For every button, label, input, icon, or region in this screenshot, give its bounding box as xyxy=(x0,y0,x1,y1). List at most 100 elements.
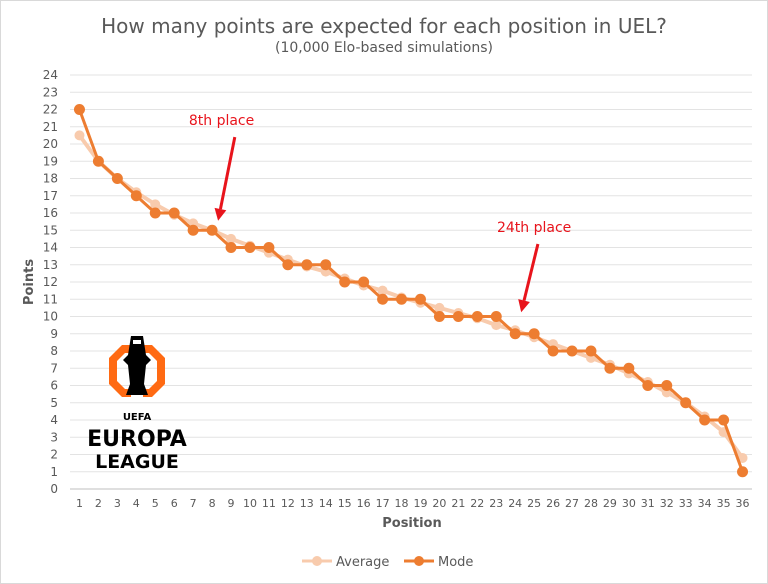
y-tick-label: 0 xyxy=(50,482,58,496)
point-mode-31 xyxy=(642,380,654,391)
point-mode-36 xyxy=(737,466,749,478)
point-mode-10 xyxy=(244,242,256,253)
x-tick-label: 16 xyxy=(357,497,371,510)
point-mode-4 xyxy=(130,190,142,202)
series-mode xyxy=(73,104,749,478)
x-tick-label: 13 xyxy=(300,497,314,510)
legend-average-label: Average xyxy=(336,555,389,570)
point-mode-24 xyxy=(509,328,521,340)
y-tick-label: 8 xyxy=(50,344,58,358)
point-average-5 xyxy=(150,199,161,210)
point-mode-18 xyxy=(396,293,408,305)
series-line-average xyxy=(77,134,745,460)
point-mode-14 xyxy=(320,259,332,271)
annotation-2: 24th place xyxy=(497,220,571,313)
x-tick-label: 30 xyxy=(622,497,636,510)
x-tick-label: 4 xyxy=(133,497,140,510)
x-tick-label: 11 xyxy=(262,497,276,510)
point-mode-27 xyxy=(566,345,578,357)
annotation-arrow-shaft xyxy=(522,243,540,301)
x-tick-label: 15 xyxy=(338,497,352,510)
y-tick-label: 17 xyxy=(43,189,58,203)
point-mode-25 xyxy=(528,328,540,340)
y-tick-label: 3 xyxy=(50,430,58,444)
x-tick-label: 2 xyxy=(95,497,102,510)
y-tick-label: 2 xyxy=(50,448,58,462)
series-line-mode xyxy=(78,108,744,473)
x-tick-label: 21 xyxy=(451,497,465,510)
y-axis-title: Points xyxy=(22,259,37,305)
y-tick-label: 13 xyxy=(43,258,58,272)
x-tick-label: 35 xyxy=(717,497,731,510)
x-tick-label: 27 xyxy=(565,497,579,510)
annotation-1: 8th place xyxy=(189,113,254,221)
x-tick-label: 31 xyxy=(641,497,655,510)
annotation-label: 24th place xyxy=(497,220,571,236)
annotation-arrow-shaft xyxy=(218,136,237,210)
point-mode-33 xyxy=(680,397,692,409)
point-mode-19 xyxy=(414,293,426,305)
point-mode-23 xyxy=(490,311,502,322)
point-mode-29 xyxy=(604,362,616,374)
x-tick-label: 8 xyxy=(209,497,216,510)
y-tick-label: 14 xyxy=(43,241,58,255)
annotations-layer: 8th place 24th place xyxy=(189,113,571,313)
annotation-label: 8th place xyxy=(189,113,254,129)
trophy-icon xyxy=(109,336,165,397)
legend-average-marker xyxy=(312,556,322,566)
x-tick-label: 33 xyxy=(679,497,693,510)
point-mode-5 xyxy=(149,207,161,219)
y-tick-label: 22 xyxy=(43,103,58,117)
x-tick-label: 36 xyxy=(736,497,750,510)
y-tick-label: 5 xyxy=(50,396,58,410)
x-tick-label: 6 xyxy=(171,497,178,510)
y-tick-label: 15 xyxy=(43,223,58,237)
y-tick-label: 1 xyxy=(50,465,58,479)
x-tick-label: 7 xyxy=(190,497,197,510)
y-tick-label: 4 xyxy=(50,413,58,427)
y-tick-label: 19 xyxy=(43,154,58,168)
logo-uefa: UEFA xyxy=(123,412,152,423)
x-tick-label: 20 xyxy=(432,497,446,510)
chart-title: How many points are expected for each po… xyxy=(101,14,667,38)
x-tick-label: 12 xyxy=(281,497,295,510)
point-mode-8 xyxy=(206,224,218,236)
x-tick-label: 34 xyxy=(698,497,712,510)
y-tick-label: 21 xyxy=(43,120,58,134)
y-tick-label: 12 xyxy=(43,275,58,289)
point-mode-30 xyxy=(623,362,635,374)
point-mode-11 xyxy=(263,242,275,253)
point-mode-22 xyxy=(471,311,483,322)
x-tick-label: 14 xyxy=(319,497,333,510)
point-mode-3 xyxy=(111,173,123,184)
point-mode-15 xyxy=(339,276,351,288)
y-tick-label: 18 xyxy=(43,172,58,186)
x-tick-label: 25 xyxy=(527,497,541,510)
point-mode-21 xyxy=(452,311,464,322)
point-average-1 xyxy=(74,130,85,141)
x-tick-label: 5 xyxy=(152,497,159,510)
point-mode-26 xyxy=(547,345,559,357)
point-average-17 xyxy=(377,285,388,296)
logo-europa: EUROPA xyxy=(87,427,187,452)
point-mode-13 xyxy=(301,259,313,271)
y-tick-label: 10 xyxy=(43,310,58,324)
series-layer xyxy=(73,104,749,478)
point-mode-17 xyxy=(377,293,389,305)
x-tick-label: 17 xyxy=(376,497,390,510)
point-mode-20 xyxy=(433,311,445,322)
y-tick-label: 16 xyxy=(43,206,58,220)
y-tick-label: 20 xyxy=(43,137,58,151)
x-tick-label: 29 xyxy=(603,497,617,510)
x-tick-label: 23 xyxy=(489,497,503,510)
x-tick-label: 10 xyxy=(243,497,257,510)
legend-mode-marker xyxy=(414,556,424,566)
point-mode-1 xyxy=(73,104,85,115)
x-tick-label: 22 xyxy=(470,497,484,510)
point-mode-16 xyxy=(358,276,370,288)
legend: Average Mode xyxy=(302,555,473,570)
point-mode-32 xyxy=(661,380,673,391)
y-tick-label: 24 xyxy=(43,68,58,82)
